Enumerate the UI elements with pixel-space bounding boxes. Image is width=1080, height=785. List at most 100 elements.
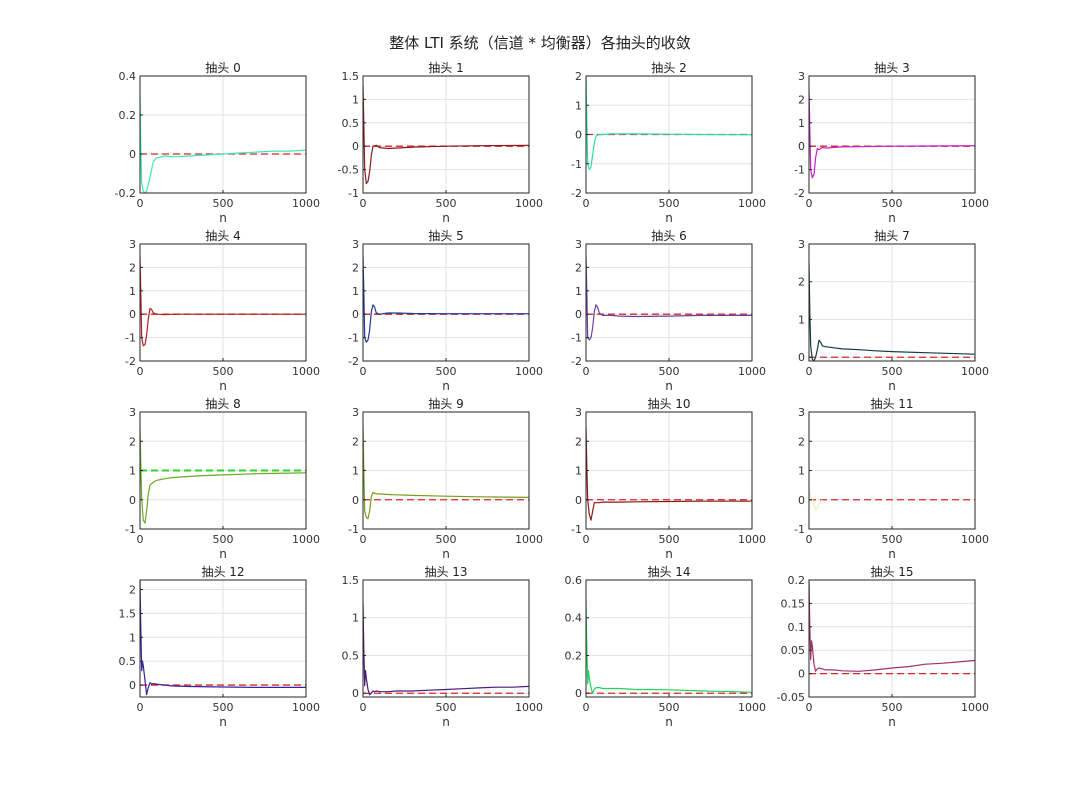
subplot-tap-13: 0 500 1000 0 0.5 1 1.5 抽头 13 n (342, 565, 544, 729)
y-tick-label: 0 (575, 129, 582, 142)
y-tick-label: -2 (571, 355, 582, 368)
y-tick-label: 1 (352, 465, 359, 478)
y-tick-label: 3 (352, 406, 359, 419)
x-tick-label: 1000 (738, 365, 766, 378)
x-tick-label: 500 (659, 365, 680, 378)
y-tick-label: 0 (798, 668, 805, 681)
x-axis-label: n (665, 547, 673, 561)
series-line (586, 76, 752, 171)
x-axis-label: n (665, 715, 673, 729)
y-tick-label: 2 (798, 93, 805, 106)
y-tick-label: 3 (798, 70, 805, 83)
y-tick-label: -1 (794, 523, 805, 536)
x-tick-label: 500 (882, 197, 903, 210)
x-axis-label: n (219, 715, 227, 729)
x-axis-label: n (888, 211, 896, 225)
series-line (809, 89, 975, 179)
y-tick-label: -1 (348, 523, 359, 536)
x-tick-label: 0 (583, 365, 590, 378)
x-tick-label: 500 (882, 533, 903, 546)
y-tick-label: 0 (129, 679, 136, 692)
subplot-tap-6: 0 500 1000 -2 -1 0 1 2 3 抽头 6 n (571, 229, 766, 393)
x-tick-label: 0 (583, 197, 590, 210)
x-axis-label: n (888, 547, 896, 561)
series-line (363, 426, 529, 520)
y-tick-label: -0.5 (338, 164, 359, 177)
x-tick-label: 0 (806, 197, 813, 210)
series-line (140, 255, 306, 347)
series-line (363, 255, 529, 343)
y-tick-label: 3 (798, 238, 805, 251)
series-line (140, 426, 306, 524)
y-tick-label: 1 (575, 99, 582, 112)
x-tick-label: 0 (137, 701, 144, 714)
x-tick-label: 500 (436, 701, 457, 714)
x-axis-label: n (888, 715, 896, 729)
y-tick-label: 0 (575, 494, 582, 507)
y-tick-label: 2 (352, 435, 359, 448)
y-tick-label: 0.4 (119, 70, 137, 83)
y-tick-label: 0 (352, 140, 359, 153)
x-tick-label: 500 (882, 365, 903, 378)
x-tick-label: 1000 (961, 701, 989, 714)
y-tick-label: 0.5 (342, 117, 360, 130)
x-tick-label: 500 (213, 197, 234, 210)
y-tick-label: 1 (129, 465, 136, 478)
x-tick-label: 1000 (738, 197, 766, 210)
subplot-tap-3: 0 500 1000 -2 -1 0 1 2 3 抽头 3 n (794, 61, 989, 225)
x-tick-label: 1000 (515, 533, 543, 546)
y-tick-label: 1 (575, 285, 582, 298)
subplot-title: 抽头 10 (647, 397, 690, 411)
y-tick-label: 0.2 (119, 109, 137, 122)
y-tick-label: 2 (575, 435, 582, 448)
y-tick-label: 1 (798, 313, 805, 326)
y-tick-label: 0.4 (565, 612, 583, 625)
y-tick-label: -2 (794, 187, 805, 200)
x-axis-label: n (665, 379, 673, 393)
x-tick-label: 1000 (292, 701, 320, 714)
y-tick-label: 0.5 (119, 655, 137, 668)
y-tick-label: 1.5 (119, 607, 137, 620)
y-tick-label: 0.5 (342, 649, 360, 662)
x-axis-label: n (442, 379, 450, 393)
y-tick-label: -1 (125, 523, 136, 536)
y-tick-label: 1 (798, 117, 805, 130)
x-tick-label: 500 (659, 533, 680, 546)
x-tick-label: 1000 (292, 533, 320, 546)
y-tick-label: 0 (129, 494, 136, 507)
y-tick-label: -2 (571, 187, 582, 200)
x-tick-label: 500 (882, 701, 903, 714)
series-line (809, 580, 975, 672)
subplot-tap-4: 0 500 1000 -2 -1 0 1 2 3 抽头 4 n (125, 229, 320, 393)
subplot-title: 抽头 8 (205, 397, 240, 411)
x-axis-label: n (442, 715, 450, 729)
subplot-title: 抽头 14 (647, 565, 690, 579)
figure-title: 整体 LTI 系统（信道 * 均衡器）各抽头的收敛 (389, 34, 690, 52)
x-tick-label: 1000 (515, 701, 543, 714)
x-tick-label: 0 (137, 197, 144, 210)
y-tick-label: -1 (794, 164, 805, 177)
series-line (586, 255, 752, 341)
subplot-title: 抽头 9 (428, 397, 463, 411)
series-line (363, 602, 529, 696)
x-tick-label: 1000 (961, 533, 989, 546)
x-axis-label: n (219, 547, 227, 561)
x-axis-label: n (442, 211, 450, 225)
x-tick-label: 1000 (961, 365, 989, 378)
y-tick-label: 0.6 (565, 574, 583, 587)
x-axis-label: n (219, 379, 227, 393)
series-line (140, 580, 306, 696)
x-tick-label: 0 (360, 197, 367, 210)
x-tick-label: 500 (436, 365, 457, 378)
y-tick-label: -1 (348, 332, 359, 345)
y-tick-label: 0 (798, 494, 805, 507)
y-tick-label: -1 (125, 332, 136, 345)
x-tick-label: 1000 (961, 197, 989, 210)
y-tick-label: 2 (798, 276, 805, 289)
y-tick-label: 0.1 (788, 621, 806, 634)
x-tick-label: 1000 (738, 533, 766, 546)
